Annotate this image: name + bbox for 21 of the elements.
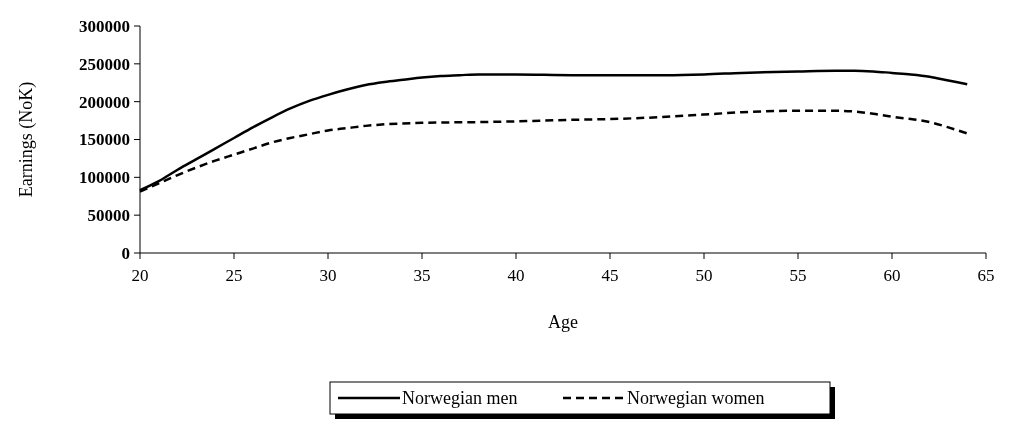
x-tick-label: 50 bbox=[695, 266, 713, 285]
legend-label: Norwegian men bbox=[402, 388, 518, 409]
x-tick-label: 35 bbox=[413, 266, 431, 285]
x-tick-label: 55 bbox=[789, 266, 807, 285]
y-tick-label: 200000 bbox=[79, 92, 130, 112]
y-tick-label: 50000 bbox=[87, 206, 130, 226]
legend-label: Norwegian women bbox=[627, 388, 765, 409]
y-axis-title: Earnings (NoK) bbox=[16, 81, 37, 198]
x-tick-label: 65 bbox=[977, 266, 995, 285]
y-tick-label: 100000 bbox=[79, 168, 130, 188]
x-tick-label: 20 bbox=[131, 266, 149, 285]
x-tick-label: 60 bbox=[883, 266, 901, 285]
x-axis-title: Age bbox=[548, 312, 578, 332]
x-tick-label: 40 bbox=[507, 266, 525, 285]
x-tick-label: 45 bbox=[601, 266, 619, 285]
y-tick-label: 300000 bbox=[79, 16, 130, 36]
y-tick-label: 150000 bbox=[79, 130, 130, 150]
y-tick-label: 0 bbox=[121, 243, 130, 263]
y-tick-label: 250000 bbox=[79, 54, 130, 74]
x-tick-label: 25 bbox=[225, 266, 243, 285]
x-tick-label: 30 bbox=[319, 266, 337, 285]
